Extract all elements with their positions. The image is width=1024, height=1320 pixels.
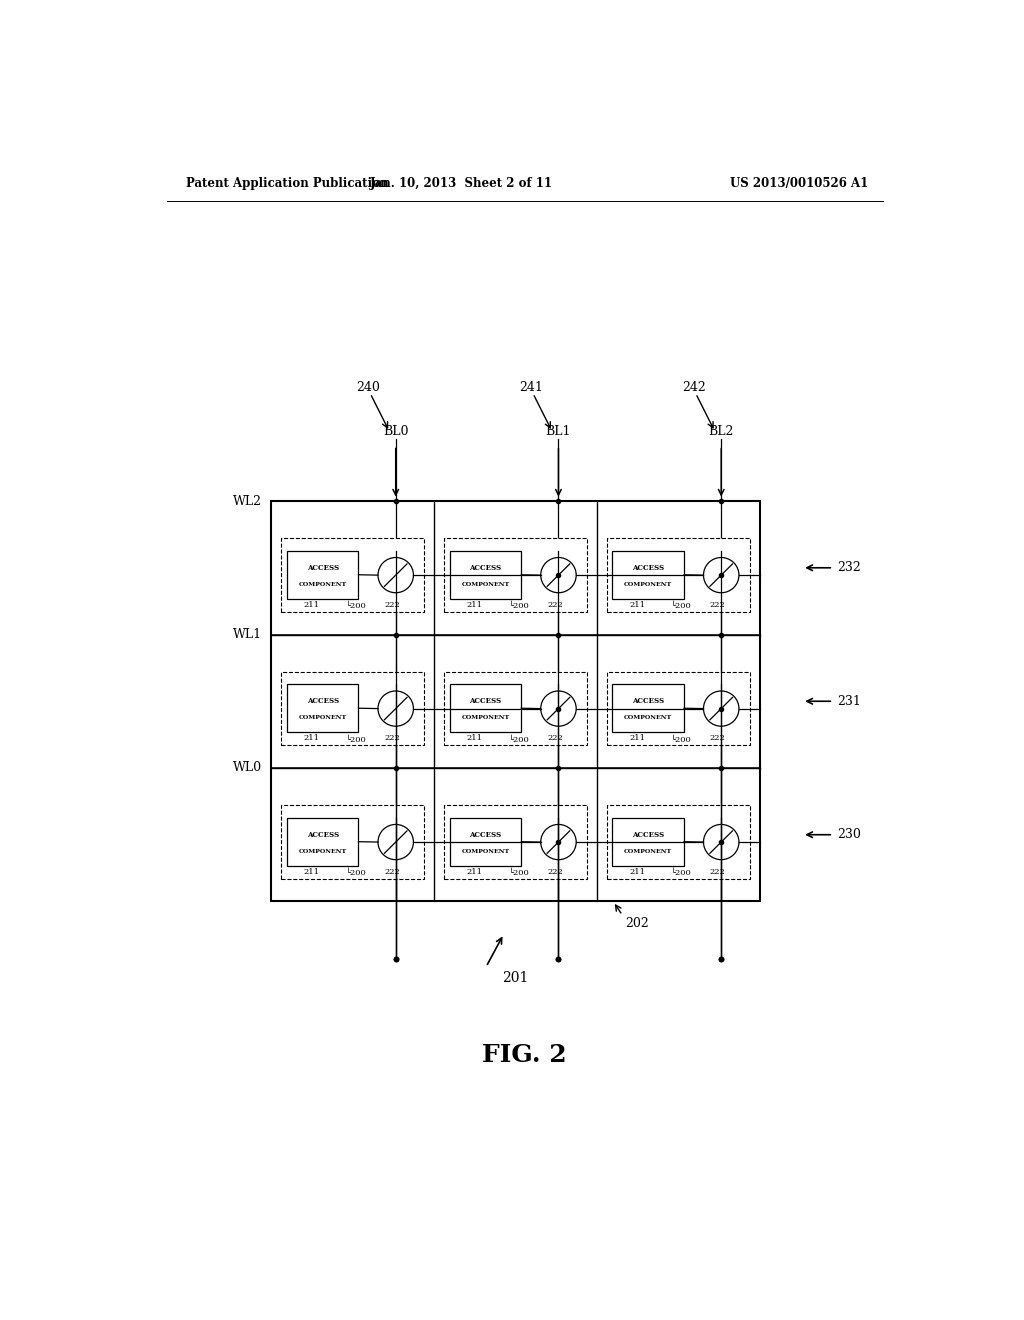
Text: 211: 211 (304, 867, 319, 876)
Text: 211: 211 (630, 867, 645, 876)
Text: COMPONENT: COMPONENT (299, 849, 347, 854)
Text: COMPONENT: COMPONENT (299, 582, 347, 587)
Text: COMPONENT: COMPONENT (624, 849, 673, 854)
Text: 222: 222 (384, 601, 400, 609)
Text: FIG. 2: FIG. 2 (482, 1043, 567, 1068)
Text: 241: 241 (519, 381, 544, 395)
Text: BL0: BL0 (383, 425, 409, 438)
Bar (271, 502, 760, 902)
Text: └200: └200 (508, 870, 529, 878)
Bar (287, 550, 358, 598)
Text: 211: 211 (467, 867, 482, 876)
Bar (443, 805, 587, 879)
Bar (282, 805, 424, 879)
Text: 222: 222 (547, 601, 563, 609)
Text: ACCESS: ACCESS (469, 697, 502, 705)
Text: 222: 222 (710, 734, 726, 742)
Bar (443, 539, 587, 612)
Text: ACCESS: ACCESS (632, 697, 665, 705)
Text: 242: 242 (682, 381, 706, 395)
Text: ACCESS: ACCESS (632, 564, 665, 572)
Text: 240: 240 (356, 381, 381, 395)
Bar (287, 818, 358, 866)
Bar (282, 672, 424, 746)
Bar (282, 539, 424, 612)
Text: └200: └200 (345, 735, 367, 743)
Bar (612, 550, 684, 598)
Text: 222: 222 (547, 734, 563, 742)
Circle shape (703, 690, 739, 726)
Text: 222: 222 (710, 601, 726, 609)
Text: 201: 201 (503, 970, 528, 985)
Text: 211: 211 (630, 734, 645, 742)
Text: 222: 222 (547, 867, 563, 876)
Text: └200: └200 (671, 602, 692, 610)
Circle shape (378, 825, 414, 859)
Text: Patent Application Publication: Patent Application Publication (186, 177, 389, 190)
Bar (287, 684, 358, 733)
Text: ACCESS: ACCESS (306, 564, 339, 572)
Text: └200: └200 (671, 735, 692, 743)
Bar (606, 539, 750, 612)
Text: COMPONENT: COMPONENT (461, 582, 510, 587)
Text: └200: └200 (345, 870, 367, 878)
Text: 222: 222 (710, 867, 726, 876)
Circle shape (703, 557, 739, 593)
Text: 211: 211 (630, 601, 645, 609)
Text: US 2013/0010526 A1: US 2013/0010526 A1 (730, 177, 868, 190)
Text: WL0: WL0 (232, 762, 262, 775)
Text: ACCESS: ACCESS (469, 830, 502, 838)
Text: BL1: BL1 (546, 425, 571, 438)
Bar (450, 818, 521, 866)
Bar (606, 672, 750, 746)
Text: 222: 222 (384, 734, 400, 742)
Text: 211: 211 (304, 734, 319, 742)
Text: 232: 232 (838, 561, 861, 574)
Text: COMPONENT: COMPONENT (299, 715, 347, 721)
Text: 231: 231 (838, 694, 861, 708)
Text: COMPONENT: COMPONENT (461, 849, 510, 854)
Bar (443, 672, 587, 746)
Text: └200: └200 (508, 735, 529, 743)
Text: COMPONENT: COMPONENT (624, 715, 673, 721)
Text: BL2: BL2 (709, 425, 734, 438)
Text: WL1: WL1 (232, 628, 262, 642)
Circle shape (541, 690, 577, 726)
Text: WL2: WL2 (233, 495, 262, 508)
Circle shape (378, 557, 414, 593)
Text: Jan. 10, 2013  Sheet 2 of 11: Jan. 10, 2013 Sheet 2 of 11 (370, 177, 553, 190)
Text: └200: └200 (345, 602, 367, 610)
Text: 202: 202 (625, 917, 648, 929)
Text: └200: └200 (508, 602, 529, 610)
Text: ACCESS: ACCESS (632, 830, 665, 838)
Text: ACCESS: ACCESS (306, 697, 339, 705)
Text: COMPONENT: COMPONENT (461, 715, 510, 721)
Circle shape (703, 825, 739, 859)
Text: ACCESS: ACCESS (469, 564, 502, 572)
Text: └200: └200 (671, 870, 692, 878)
Bar (450, 550, 521, 598)
Circle shape (378, 690, 414, 726)
Bar (606, 805, 750, 879)
Text: ACCESS: ACCESS (306, 830, 339, 838)
Text: 211: 211 (467, 734, 482, 742)
Text: 211: 211 (304, 601, 319, 609)
Text: 222: 222 (384, 867, 400, 876)
Bar (612, 818, 684, 866)
Circle shape (541, 557, 577, 593)
Circle shape (541, 825, 577, 859)
Text: 211: 211 (467, 601, 482, 609)
Text: 230: 230 (838, 828, 861, 841)
Text: COMPONENT: COMPONENT (624, 582, 673, 587)
Bar (612, 684, 684, 733)
Bar (450, 684, 521, 733)
